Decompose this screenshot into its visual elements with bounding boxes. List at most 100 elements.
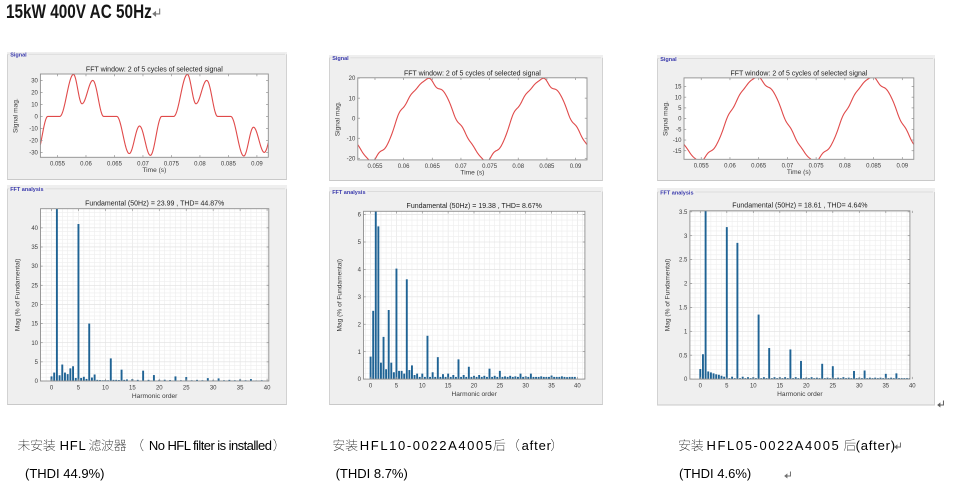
svg-text:10: 10 [349, 96, 356, 102]
svg-text:-20: -20 [347, 156, 356, 162]
svg-text:0: 0 [35, 379, 39, 385]
svg-text:-5: -5 [676, 127, 682, 133]
svg-text:35: 35 [31, 245, 38, 251]
svg-text:5: 5 [358, 240, 362, 246]
svg-text:0.08: 0.08 [194, 162, 206, 168]
svg-text:Signal: Signal [332, 56, 349, 62]
svg-text:0.055: 0.055 [367, 164, 383, 170]
svg-text:10: 10 [675, 95, 682, 101]
svg-text:Signal: Signal [660, 56, 677, 62]
svg-text:15: 15 [445, 383, 452, 389]
svg-text:25: 25 [497, 383, 504, 389]
svg-text:10: 10 [750, 383, 757, 389]
svg-text:FFT analysis: FFT analysis [10, 187, 43, 193]
svg-text:-10: -10 [347, 136, 356, 142]
svg-text:0.09: 0.09 [570, 164, 582, 170]
svg-text:10: 10 [31, 103, 38, 109]
svg-text:FFT window: 2 of 5 cycles of s: FFT window: 2 of 5 cycles of selected si… [730, 70, 867, 77]
svg-text:HFL05-0022A4005: HFL05-0022A4005 [707, 438, 841, 453]
svg-text:0: 0 [358, 377, 362, 383]
svg-text:Harmonic order: Harmonic order [132, 392, 178, 399]
svg-text:1.5: 1.5 [679, 306, 688, 312]
svg-text:0.075: 0.075 [809, 163, 825, 169]
svg-text:0.09: 0.09 [896, 163, 908, 169]
svg-text:0.085: 0.085 [866, 163, 882, 169]
svg-text:30: 30 [210, 385, 217, 391]
svg-text:FFT window: 2 of 5 cycles of s: FFT window: 2 of 5 cycles of selected si… [86, 67, 223, 74]
svg-text:No HFL filter is installed: No HFL filter is installed [149, 438, 272, 453]
svg-text:0.07: 0.07 [782, 163, 794, 169]
svg-text:40: 40 [31, 225, 38, 231]
svg-text:30: 30 [31, 264, 38, 270]
svg-text:15: 15 [31, 321, 38, 327]
svg-text:FFT window: 2 of 5 cycles of s: FFT window: 2 of 5 cycles of selected si… [404, 70, 541, 77]
svg-text:30: 30 [856, 383, 863, 389]
svg-text:0.065: 0.065 [425, 164, 441, 170]
svg-text:0.06: 0.06 [398, 164, 410, 170]
svg-text:0: 0 [678, 116, 682, 122]
svg-text:20: 20 [471, 383, 478, 389]
svg-text:35: 35 [237, 385, 244, 391]
svg-text:0.055: 0.055 [694, 163, 710, 169]
svg-text:Mag (% of Fundamental): Mag (% of Fundamental) [337, 258, 344, 331]
svg-text:after: after [522, 438, 552, 453]
svg-text:Fundamental (50Hz) = 18.61 , T: Fundamental (50Hz) = 18.61 , THD= 4.64% [732, 203, 867, 210]
svg-text:15: 15 [776, 383, 783, 389]
svg-text:4: 4 [358, 267, 362, 273]
svg-text:-15: -15 [673, 148, 682, 154]
svg-text:0.075: 0.075 [482, 164, 498, 170]
svg-text:0: 0 [35, 115, 39, 121]
svg-text:-30: -30 [29, 151, 38, 157]
svg-text:40: 40 [909, 383, 916, 389]
svg-text:3.5: 3.5 [679, 210, 688, 216]
svg-text:25: 25 [829, 383, 836, 389]
svg-text:0.09: 0.09 [251, 162, 263, 168]
svg-text:5: 5 [77, 385, 81, 391]
svg-text:1: 1 [684, 329, 688, 335]
svg-text:5: 5 [35, 359, 39, 365]
svg-text:35: 35 [548, 383, 555, 389]
svg-text:0: 0 [50, 385, 54, 391]
svg-text:0.055: 0.055 [50, 162, 66, 168]
svg-text:0.075: 0.075 [164, 162, 180, 168]
svg-text:20: 20 [31, 302, 38, 308]
svg-text:10: 10 [31, 340, 38, 346]
svg-text:2: 2 [358, 322, 362, 328]
svg-text:0: 0 [352, 116, 356, 122]
svg-text:(THDI 4.6%): (THDI 4.6%) [679, 466, 751, 481]
svg-text:(THDI 44.9%): (THDI 44.9%) [25, 466, 104, 481]
svg-text:20: 20 [156, 385, 163, 391]
svg-text:20: 20 [349, 76, 356, 82]
svg-text:0: 0 [684, 377, 688, 383]
svg-text:FFT analysis: FFT analysis [332, 189, 365, 195]
svg-text:0.085: 0.085 [539, 164, 555, 170]
svg-text:Mag (% of Fundamental): Mag (% of Fundamental) [15, 258, 22, 331]
svg-text:2.5: 2.5 [679, 258, 688, 264]
svg-text:10: 10 [419, 383, 426, 389]
svg-text:35: 35 [882, 383, 889, 389]
svg-text:15: 15 [675, 84, 682, 90]
svg-text:20: 20 [803, 383, 810, 389]
svg-text:-10: -10 [673, 138, 682, 144]
svg-text:HFL10-0022A4005: HFL10-0022A4005 [360, 438, 494, 453]
svg-text:0: 0 [369, 383, 373, 389]
svg-text:40: 40 [574, 383, 581, 389]
svg-text:5: 5 [395, 383, 399, 389]
svg-text:Fundamental (50Hz) = 23.99 , T: Fundamental (50Hz) = 23.99 , THD= 44.87% [85, 200, 224, 207]
svg-text:1: 1 [358, 349, 362, 355]
svg-text:0.085: 0.085 [221, 162, 237, 168]
svg-text:0.07: 0.07 [455, 164, 467, 170]
svg-text:30: 30 [31, 79, 38, 85]
svg-text:0.065: 0.065 [751, 163, 767, 169]
svg-text:Signal: Signal [10, 53, 27, 59]
svg-text:Harmonic order: Harmonic order [777, 391, 823, 398]
svg-text:6: 6 [358, 212, 362, 218]
svg-text:0.06: 0.06 [80, 162, 92, 168]
svg-text:5: 5 [678, 105, 682, 111]
svg-text:3: 3 [684, 234, 688, 240]
svg-text:Signal mag.: Signal mag. [13, 98, 20, 133]
svg-text:0.07: 0.07 [137, 162, 149, 168]
svg-text:Time (s): Time (s) [142, 167, 166, 174]
svg-text:30: 30 [522, 383, 529, 389]
svg-text:(THDI 8.7%): (THDI 8.7%) [336, 466, 408, 481]
